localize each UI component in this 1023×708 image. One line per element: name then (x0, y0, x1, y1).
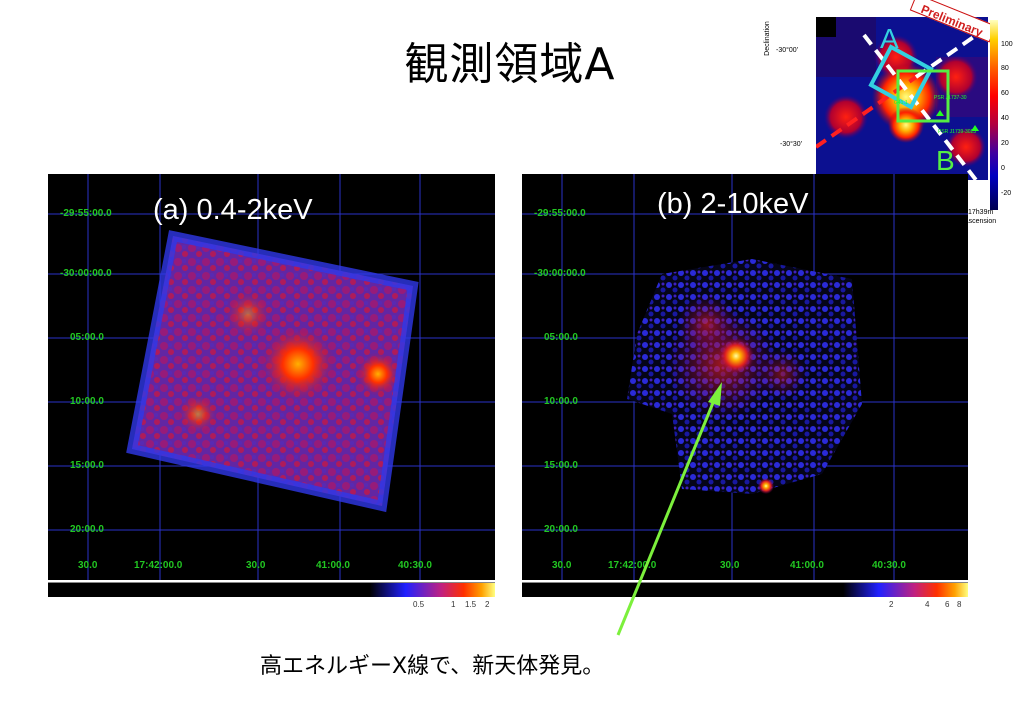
panel-a-cb-tick-1: 0.5 (413, 600, 425, 609)
panel-a-xtick-5: 40:30.0 (398, 560, 432, 571)
panel-a-ytick-4: 10:00.0 (70, 396, 104, 407)
panel-a-image: (a) 0.4-2keV -29:55:00.0 -30:00:00.0 05:… (48, 174, 495, 580)
panel-a-xtick-3: 30.0 (246, 560, 266, 571)
inset-cb-tick-7: -20 (1001, 190, 1012, 197)
panel-a-xtick-4: 41:00.0 (316, 560, 350, 571)
caption: 高エネルギーX線で、新天体発見。 (260, 654, 605, 679)
panel-a-xtick-1: 30.0 (78, 560, 98, 571)
panel-b-ytick-4: 10:00.0 (544, 396, 578, 407)
panel-a-cb-tick-2: 1 (451, 600, 456, 609)
panel-b-ytick-1: -29:55:00.0 (534, 208, 586, 219)
inset-source-2: PSR J1739-3023 (938, 129, 977, 135)
inset-dec-tick-2: -30°30' (780, 141, 803, 148)
slide-title: 観測領域A (404, 39, 616, 90)
panel-b-xtick-4: 41:00.0 (790, 560, 824, 571)
panel-b-xtick-1: 30.0 (552, 560, 572, 571)
inset-cb-tick-1: 100 (1001, 41, 1013, 48)
panel-a-cb-tick-4: 2 (485, 600, 490, 609)
inset-source-1: PSR J1737-30 (934, 95, 967, 101)
panel-b-xtick-2: 17:42:00.0 (608, 560, 657, 571)
panel-a-label: (a) 0.4-2keV (153, 194, 313, 226)
inset-cb-tick-4: 40 (1001, 115, 1009, 122)
inset-label-b: B (936, 145, 955, 176)
inset-image: PSR J1737-30 G41.1 PSR J1739-3023 A B (816, 17, 988, 180)
panel-b-ytick-5: 15:00.0 (544, 460, 578, 471)
panel-b-ytick-3: 05:00.0 (544, 332, 578, 343)
panel-b-colorbar (522, 582, 968, 597)
panel-a-xtick-2: 17:42:00.0 (134, 560, 183, 571)
panel-a-cb-tick-3: 1.5 (465, 600, 477, 609)
inset-dec-tick-1: -30°00' (776, 47, 799, 54)
inset-map: Declination -30°00' -30°30' (764, 0, 1018, 230)
panel-b-label: (b) 2-10keV (657, 188, 809, 220)
panel-a-ytick-5: 15:00.0 (70, 460, 104, 471)
inset-cb-tick-3: 60 (1001, 90, 1009, 97)
panel-a-colorbar (48, 582, 495, 597)
pointer-arrow (616, 382, 722, 636)
panel-b-image: (b) 2-10keV -29:55:00.0 -30:00:00.0 05:0… (522, 174, 968, 580)
panel-b-cb-tick-1: 2 (889, 600, 894, 609)
panel-b-ytick-2: -30:00:00.0 (534, 268, 586, 279)
panel-b-xtick-5: 40:30.0 (872, 560, 906, 571)
inset-cb-tick-5: 20 (1001, 140, 1009, 147)
panel-b-cb-tick-2: 4 (925, 600, 930, 609)
panel-a-ytick-3: 05:00.0 (70, 332, 104, 343)
panel-b-xtick-3: 30.0 (720, 560, 740, 571)
inset-colorbar (990, 20, 998, 210)
inset-y-axis-label: Declination (763, 21, 771, 56)
inset-x-axis-label: Right Ascension (946, 218, 997, 225)
inset-cb-tick-2: 80 (1001, 65, 1009, 72)
inset-source-3: G41.1 (894, 100, 908, 106)
panel-a-ytick-6: 20:00.0 (70, 524, 104, 535)
inset-label-a: A (880, 23, 899, 54)
panel-b-cb-tick-3: 6 (945, 600, 950, 609)
inset-cb-tick-6: 0 (1001, 165, 1005, 172)
panel-a-ytick-2: -30:00:00.0 (60, 268, 112, 279)
panel-a-ytick-1: -29:55:00.0 (60, 208, 112, 219)
panel-b-ytick-6: 20:00.0 (544, 524, 578, 535)
inset-ra-tick: 17h39m (968, 209, 994, 216)
panel-b-cb-tick-4: 8 (957, 600, 962, 609)
